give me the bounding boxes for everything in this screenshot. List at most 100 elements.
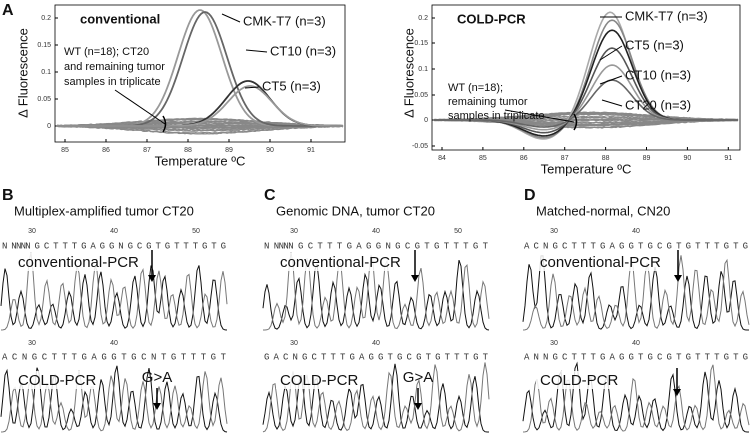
curve-label: CT20 (n=3) <box>625 97 691 112</box>
base-number: 30 <box>550 340 558 347</box>
annotation: samples in triplicate <box>64 76 161 88</box>
base-number: 40 <box>110 228 118 235</box>
arrow-head <box>674 275 682 282</box>
x-tick-label: 90 <box>266 147 274 154</box>
x-tick-label: 88 <box>602 155 610 162</box>
pcr-label: conventional-PCR <box>18 254 139 271</box>
leader <box>114 89 166 125</box>
sequence: A N N G C T T T G A G G T G C G T G T T … <box>524 352 748 362</box>
panel-title: Multiplex-amplified tumor CT20 <box>14 203 194 218</box>
x-axis-label: Temperature ºC <box>155 153 246 168</box>
label-bg <box>536 253 662 271</box>
trace <box>522 255 750 331</box>
curve-label: CT10 (n=3) <box>625 67 691 82</box>
x-tick-label: 86 <box>520 155 528 162</box>
y-axis-label: Δ Fluorescence <box>15 28 30 118</box>
base-number: 30 <box>290 228 298 235</box>
y-tick-label: 0 <box>424 117 428 124</box>
bracket <box>573 113 578 131</box>
panel-label: C <box>264 187 276 204</box>
panel-label: B <box>2 187 14 204</box>
mutation-label: G>A <box>403 369 433 386</box>
y-tick-label: 0.1 <box>418 66 428 73</box>
curve-label: CT5 (n=3) <box>625 37 684 52</box>
pcr-label: conventional-PCR <box>280 254 401 271</box>
sequence: N NNNN G C T T T G A G G N G C G T G T T… <box>2 241 226 251</box>
curve-label: CT10 (n=3) <box>270 43 336 58</box>
sequence: N NNNN G C T T T G A G G N G C G T G T T… <box>264 241 489 251</box>
arrow-head <box>414 403 422 410</box>
trace <box>263 252 490 331</box>
x-tick-label: 91 <box>307 147 315 154</box>
annotation: remaining tumor <box>448 96 528 108</box>
annotation: WT (n=18); <box>448 82 503 94</box>
x-tick-label: 85 <box>61 147 69 154</box>
pcr-label: COLD-PCR <box>540 372 619 389</box>
curve-label: CMK-T7 (n=3) <box>243 13 326 28</box>
x-tick-label: 90 <box>684 155 692 162</box>
x-tick-label: 89 <box>643 155 651 162</box>
pcr-label: conventional-PCR <box>540 254 661 271</box>
wt-curve <box>56 125 344 134</box>
melt-curve <box>434 79 738 128</box>
base-number: 50 <box>454 228 462 235</box>
wt-curve <box>434 119 739 129</box>
pcr-label: COLD-PCR <box>18 372 97 389</box>
annotation: samples in triplicate <box>448 110 545 122</box>
x-axis-label: Temperature ºC <box>541 161 632 176</box>
x-tick-label: 87 <box>143 147 151 154</box>
x-tick-label: 87 <box>561 155 569 162</box>
x-tick-label: 88 <box>184 147 192 154</box>
y-tick-label: 0.1 <box>41 69 51 76</box>
arrow-head <box>411 275 419 282</box>
y-tick-label: 0.05 <box>37 96 51 103</box>
y-tick-label: 0.2 <box>41 15 51 22</box>
base-number: 40 <box>632 340 640 347</box>
label-bg <box>536 371 618 389</box>
sequence: A C N G C T T T G A G G T G C G T G T T … <box>524 241 748 251</box>
trace <box>0 370 228 433</box>
leader <box>221 13 241 23</box>
x-tick-label: 91 <box>724 155 732 162</box>
leader <box>245 49 268 53</box>
panel-title: Genomic DNA, tumor CT20 <box>276 203 435 218</box>
base-number: 30 <box>28 228 36 235</box>
base-number: 40 <box>110 340 118 347</box>
x-tick-label: 86 <box>102 147 110 154</box>
plot-title: COLD-PCR <box>457 11 526 26</box>
trace <box>262 362 490 433</box>
y-tick-label: 0.15 <box>37 42 51 49</box>
leader <box>601 99 623 107</box>
annotation: WT (n=18); CT20 <box>64 46 149 58</box>
base-number: 40 <box>372 340 380 347</box>
leader <box>504 109 575 123</box>
x-tick-label: 85 <box>479 155 487 162</box>
sequence: G A C N G C T T T G A G G T G C G T G T … <box>264 352 489 362</box>
x-tick-label: 84 <box>438 155 446 162</box>
curve-label: CT5 (n=3) <box>262 78 321 93</box>
label-bg <box>276 253 402 271</box>
y-tick-label: -0.05 <box>412 143 428 150</box>
curve-label: CMK-T7 (n=3) <box>625 8 708 23</box>
trace <box>522 364 750 433</box>
y-tick-label: 0 <box>47 123 51 130</box>
mutation-label: G>A <box>142 369 172 386</box>
base-number: 30 <box>550 228 558 235</box>
base-number: 50 <box>192 228 200 235</box>
base-number: 40 <box>372 228 380 235</box>
leader <box>599 75 623 85</box>
wt-curve <box>433 111 739 121</box>
y-tick-label: 0.15 <box>414 40 428 47</box>
x-tick-label: 89 <box>225 147 233 154</box>
leader <box>599 45 623 61</box>
y-tick-label: 0.05 <box>414 92 428 99</box>
arrow-head <box>148 275 156 282</box>
arrow-head <box>673 389 681 396</box>
base-number: 30 <box>290 340 298 347</box>
leader <box>244 86 260 89</box>
plot-title: conventional <box>80 11 160 26</box>
annotation: and remaining tumor <box>64 61 165 73</box>
melt-curve <box>57 85 343 127</box>
